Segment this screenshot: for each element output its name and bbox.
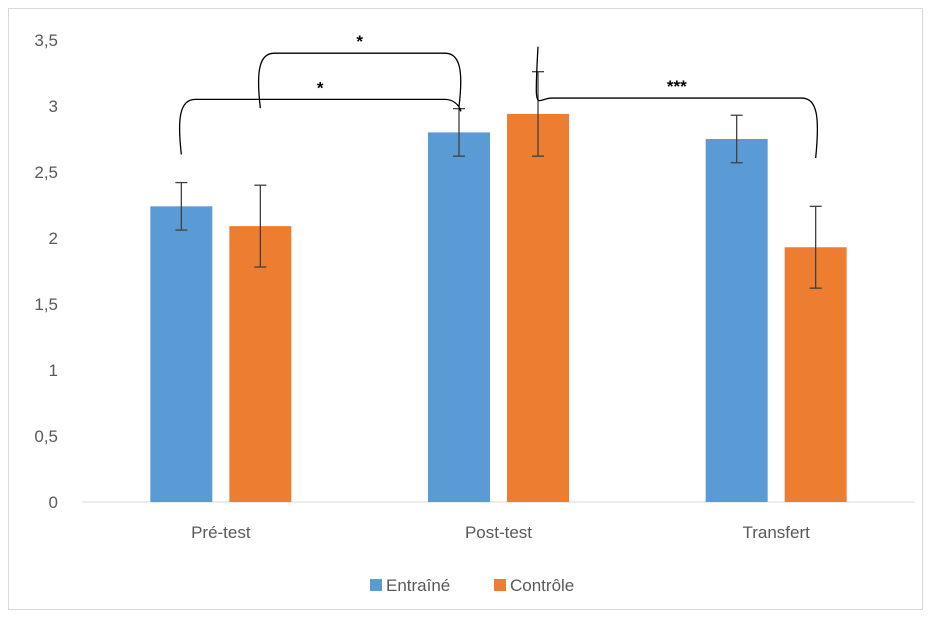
- y-tick-label: 0: [49, 493, 58, 512]
- y-axis-ticks: 0 0,5 1 1,5 2 2,5 3 3,5: [34, 31, 58, 512]
- legend-swatch: [370, 579, 382, 591]
- bar: [229, 226, 292, 502]
- significance-bracket: [535, 46, 819, 159]
- y-tick-label: 1: [49, 361, 58, 380]
- legend-swatch: [494, 579, 506, 591]
- bar: [784, 247, 847, 502]
- y-tick-label: 3,5: [34, 31, 58, 50]
- significance-bracket: [178, 98, 462, 155]
- significance-label: ***: [667, 77, 687, 96]
- y-tick-label: 3: [49, 97, 58, 116]
- x-tick-label: Pré-test: [191, 523, 251, 542]
- bar: [507, 113, 569, 503]
- significance-brackets: *****: [178, 32, 819, 159]
- x-axis-labels: Pré-test Post-test Transfert: [191, 523, 810, 542]
- error-bars: [175, 71, 822, 289]
- significance-bracket: [257, 52, 462, 109]
- significance-label: *: [317, 78, 324, 97]
- y-tick-label: 1,5: [34, 295, 58, 314]
- legend: Entraîné Contrôle: [370, 576, 574, 595]
- y-tick-label: 2: [49, 229, 58, 248]
- bars: [150, 113, 847, 503]
- bar: [705, 139, 768, 502]
- legend-label: Entraîné: [386, 576, 450, 595]
- bar: [428, 132, 490, 502]
- y-tick-label: 0,5: [34, 427, 58, 446]
- legend-label: Contrôle: [510, 576, 574, 595]
- bar: [150, 206, 213, 502]
- y-tick-label: 2,5: [34, 163, 58, 182]
- significance-label: *: [356, 32, 363, 51]
- x-tick-label: Post-test: [465, 523, 532, 542]
- x-tick-label: Transfert: [742, 523, 810, 542]
